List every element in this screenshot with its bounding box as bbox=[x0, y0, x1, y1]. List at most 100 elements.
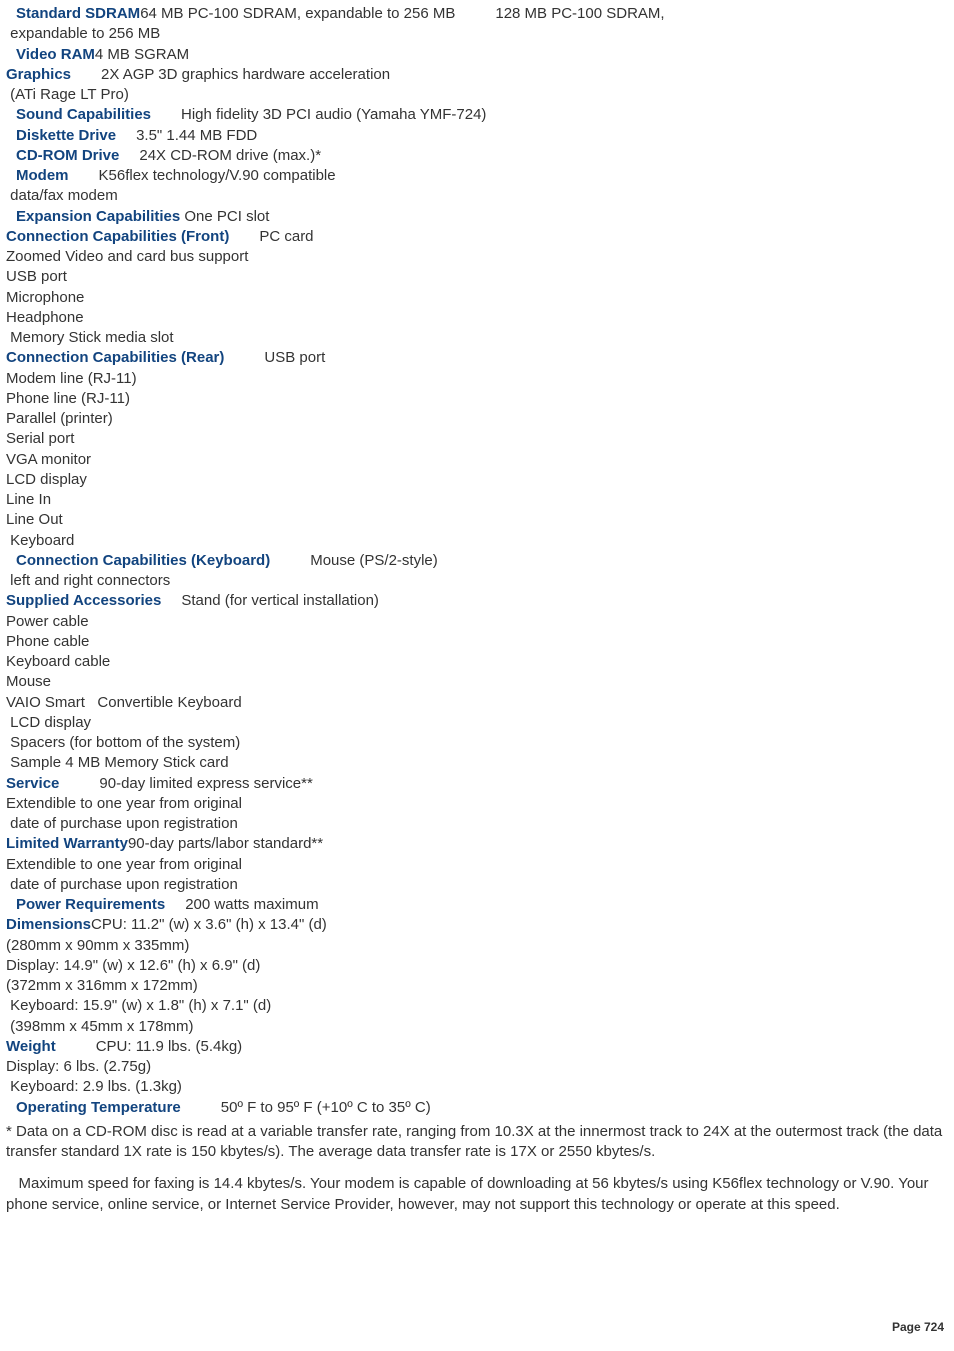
spec-value: 3.5" 1.44 MB FDD bbox=[136, 127, 257, 144]
spec-continuation-text: Sample 4 MB Memory Stick card bbox=[6, 753, 948, 773]
spec-continuation-text: USB port bbox=[6, 267, 948, 287]
spec-continuation: Line In bbox=[6, 490, 948, 510]
spec-page: Standard SDRAM64 MB PC-100 SDRAM, expand… bbox=[0, 0, 954, 1341]
spec-label: Expansion Capabilities bbox=[16, 208, 180, 225]
spec-label: Video RAM bbox=[16, 46, 95, 63]
spec-continuation-text: Phone cable bbox=[6, 632, 948, 652]
spec-continuation-text: Serial port bbox=[6, 429, 948, 449]
spec-row: Weight CPU: 11.9 lbs. (5.4kg) bbox=[6, 1037, 948, 1057]
spec-continuation: Headphone bbox=[6, 308, 948, 328]
spec-label: Connection Capabilities (Rear) bbox=[6, 349, 224, 366]
spec-label: Dimensions bbox=[6, 916, 91, 933]
spec-continuation: Mouse bbox=[6, 672, 948, 692]
spec-continuation: VAIO Smart Convertible Keyboard bbox=[6, 693, 948, 713]
spec-continuation: Display: 6 lbs. (2.75g) bbox=[6, 1057, 948, 1077]
spec-row: Modem K56flex technology/V.90 compatible bbox=[6, 166, 948, 186]
spec-label: Modem bbox=[16, 167, 69, 184]
spec-continuation-text: VGA monitor bbox=[6, 450, 948, 470]
spec-row: Operating Temperature50º F to 95º F (+10… bbox=[6, 1098, 948, 1118]
spec-value: 2X AGP 3D graphics hardware acceleration bbox=[101, 66, 390, 83]
spec-continuation: Keyboard bbox=[6, 531, 948, 551]
spec-continuation: Spacers (for bottom of the system) bbox=[6, 733, 948, 753]
spec-continuation-text: left and right connectors bbox=[6, 571, 948, 591]
spec-continuation-text: Phone line (RJ-11) bbox=[6, 389, 948, 409]
spec-value: High fidelity 3D PCI audio (Yamaha YMF-7… bbox=[181, 106, 486, 123]
spec-continuation: Line Out bbox=[6, 510, 948, 530]
spec-continuation: Keyboard: 15.9" (w) x 1.8" (h) x 7.1" (d… bbox=[6, 996, 948, 1016]
spec-row: Supplied AccessoriesStand (for vertical … bbox=[6, 591, 948, 611]
spec-label: Sound Capabilities bbox=[16, 106, 151, 123]
spec-row: Video RAM4 MB SGRAM bbox=[6, 45, 948, 65]
spec-continuation: Modem line (RJ-11) bbox=[6, 369, 948, 389]
spec-row: Sound Capabilities High fidelity 3D PCI a… bbox=[6, 105, 948, 125]
spec-label: Connection Capabilities (Front) bbox=[6, 228, 229, 245]
page-number: Page 724 bbox=[892, 1319, 944, 1335]
spec-continuation-text: (ATi Rage LT Pro) bbox=[6, 85, 948, 105]
spec-value: 24X CD-ROM drive (max.)* bbox=[139, 147, 321, 164]
spec-continuation: date of purchase upon registration bbox=[6, 875, 948, 895]
spec-label: Standard SDRAM bbox=[16, 5, 140, 22]
spec-label: Weight bbox=[6, 1038, 56, 1055]
spec-continuation-text: Extendible to one year from original bbox=[6, 794, 948, 814]
spec-continuation: Power cable bbox=[6, 612, 948, 632]
spec-continuation-text: expandable to 256 MB bbox=[6, 24, 948, 44]
spec-continuation-text: Zoomed Video and card bus support bbox=[6, 247, 948, 267]
spec-continuation: Keyboard: 2.9 lbs. (1.3kg) bbox=[6, 1077, 948, 1097]
spec-continuation-text: data/fax modem bbox=[6, 186, 948, 206]
spec-continuation-text: Spacers (for bottom of the system) bbox=[6, 733, 948, 753]
spec-value: 64 MB PC-100 SDRAM, expandable to 256 MB bbox=[140, 5, 455, 22]
spec-label: Power Requirements bbox=[16, 896, 165, 913]
spec-continuation: expandable to 256 MB bbox=[6, 24, 948, 44]
spec-continuation-text: Keyboard bbox=[6, 531, 948, 551]
spec-continuation-text: Line In bbox=[6, 490, 948, 510]
spec-continuation: data/fax modem bbox=[6, 186, 948, 206]
spec-value: One PCI slot bbox=[180, 208, 269, 225]
spec-continuation-text: Power cable bbox=[6, 612, 948, 632]
spec-continuation-text: (372mm x 316mm x 172mm) bbox=[6, 976, 948, 996]
spec-row: Diskette Drive 3.5" 1.44 MB FDD bbox=[6, 126, 948, 146]
spec-continuation: USB port bbox=[6, 267, 948, 287]
spec-continuation: LCD display bbox=[6, 713, 948, 733]
spec-label: Operating Temperature bbox=[16, 1099, 181, 1116]
spec-continuation: Microphone bbox=[6, 288, 948, 308]
spec-continuation: left and right connectors bbox=[6, 571, 948, 591]
spec-continuation: (398mm x 45mm x 178mm) bbox=[6, 1017, 948, 1037]
spec-continuation-text: Memory Stick media slot bbox=[6, 328, 948, 348]
spec-value: 200 watts maximum bbox=[185, 896, 318, 913]
spec-continuation-text: date of purchase upon registration bbox=[6, 814, 948, 834]
spec-label: Service bbox=[6, 775, 59, 792]
spec-continuation: Extendible to one year from original bbox=[6, 794, 948, 814]
spec-label: Diskette Drive bbox=[16, 127, 116, 144]
spec-value: CPU: 11.9 lbs. (5.4kg) bbox=[96, 1038, 242, 1055]
spec-continuation: (ATi Rage LT Pro) bbox=[6, 85, 948, 105]
spec-continuation: VGA monitor bbox=[6, 450, 948, 470]
spec-row: Standard SDRAM64 MB PC-100 SDRAM, expand… bbox=[6, 4, 948, 24]
spec-row: Connection Capabilities (Keyboard)Mouse … bbox=[6, 551, 948, 571]
spec-continuation-text: Line Out bbox=[6, 510, 948, 530]
spec-continuation-text: Parallel (printer) bbox=[6, 409, 948, 429]
spec-continuation: Phone line (RJ-11) bbox=[6, 389, 948, 409]
spec-continuation: LCD display bbox=[6, 470, 948, 490]
spec-continuation-text: VAIO Smart Convertible Keyboard bbox=[6, 693, 948, 713]
spec-continuation-text: (280mm x 90mm x 335mm) bbox=[6, 936, 948, 956]
spec-row: CD-ROM Drive 24X CD-ROM drive (max.)* bbox=[6, 146, 948, 166]
spec-label: CD-ROM Drive bbox=[16, 147, 119, 164]
spec-value: Mouse (PS/2-style) bbox=[310, 552, 438, 569]
spec-continuation-text: Microphone bbox=[6, 288, 948, 308]
footnote-2: Maximum speed for faxing is 14.4 kbytes/… bbox=[6, 1174, 948, 1215]
spec-row: DimensionsCPU: 11.2" (w) x 3.6" (h) x 13… bbox=[6, 915, 948, 935]
spec-continuation: Extendible to one year from original bbox=[6, 855, 948, 875]
spec-continuation: date of purchase upon registration bbox=[6, 814, 948, 834]
spec-value: CPU: 11.2" (w) x 3.6" (h) x 13.4" (d) bbox=[91, 916, 327, 933]
spec-value: PC card bbox=[259, 228, 313, 245]
spec-continuation: Parallel (printer) bbox=[6, 409, 948, 429]
spec-row: Limited Warranty90-day parts/labor stand… bbox=[6, 834, 948, 854]
spec-continuation-text: Display: 14.9" (w) x 12.6" (h) x 6.9" (d… bbox=[6, 956, 948, 976]
spec-continuation: Serial port bbox=[6, 429, 948, 449]
spec-continuation-text: Keyboard: 15.9" (w) x 1.8" (h) x 7.1" (d… bbox=[6, 996, 948, 1016]
spec-list: Standard SDRAM64 MB PC-100 SDRAM, expand… bbox=[6, 4, 948, 1118]
spec-value: 4 MB SGRAM bbox=[95, 46, 189, 63]
spec-row: Power Requirements 200 watts maximum bbox=[6, 895, 948, 915]
spec-continuation: Zoomed Video and card bus support bbox=[6, 247, 948, 267]
spec-value: K56flex technology/V.90 compatible bbox=[99, 167, 336, 184]
